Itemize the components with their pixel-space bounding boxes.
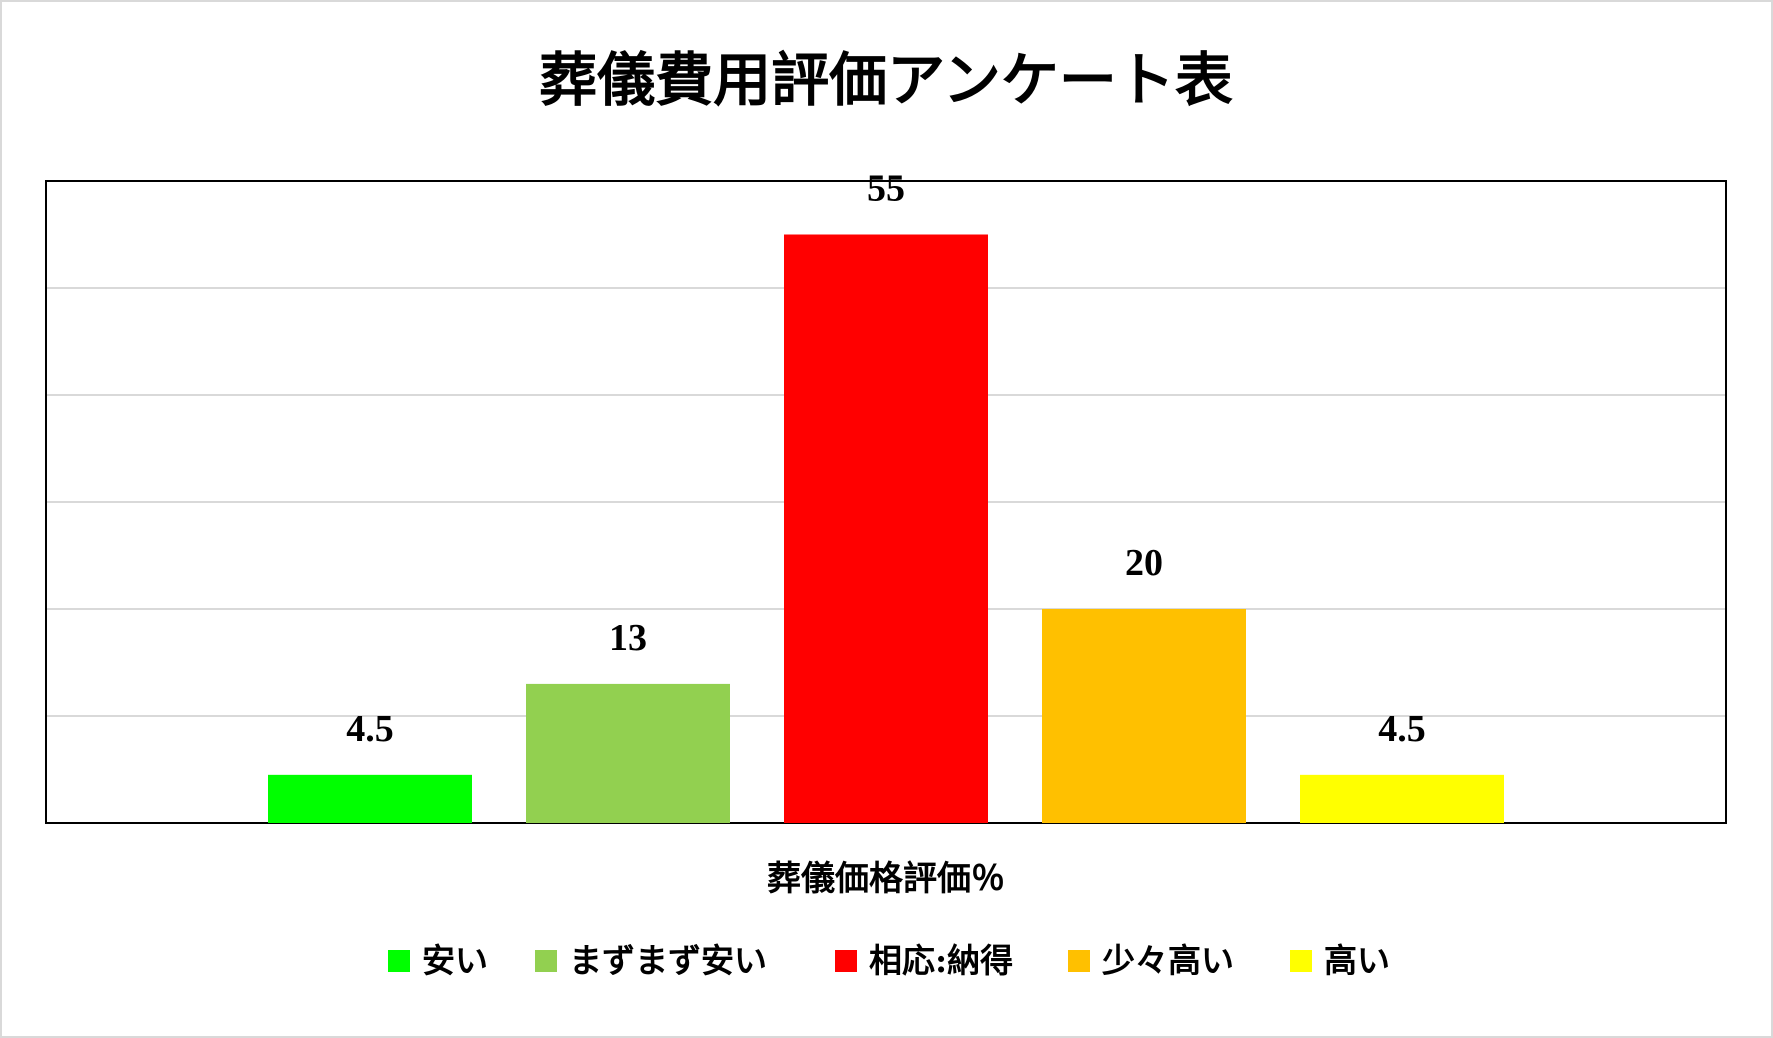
legend-item-2[interactable]: まずまず安い: [535, 941, 767, 980]
legend-label: 安い: [422, 941, 488, 980]
bar-2[interactable]: [526, 683, 730, 823]
legend-item-5[interactable]: 高い: [1290, 941, 1390, 980]
legend-swatch: [1068, 950, 1090, 972]
data-label-5: 4.5: [1378, 708, 1426, 750]
chart-title: 葬儀費用評価アンケート表: [539, 46, 1233, 114]
x-axis-label: 葬儀価格評価％: [767, 859, 1005, 899]
legend-label: 高い: [1324, 941, 1390, 980]
legend-swatch: [388, 950, 410, 972]
bar-1[interactable]: [268, 774, 472, 823]
data-label-1: 4.5: [346, 708, 394, 750]
legend-label: 少々高い: [1102, 941, 1234, 980]
legend-item-4[interactable]: 少々高い: [1068, 941, 1234, 980]
legend-swatch: [835, 950, 857, 972]
legend-item-1[interactable]: 安い: [388, 941, 488, 980]
data-label-3: 55: [867, 168, 905, 210]
legend-swatch: [535, 950, 557, 972]
data-labels: 4.5 13 55 20 4.5: [346, 168, 1426, 750]
data-label-4: 20: [1125, 542, 1163, 584]
legend-label: 相応:納得: [869, 941, 1013, 980]
legend-swatch: [1290, 950, 1312, 972]
bar-5[interactable]: [1300, 774, 1504, 823]
legend-item-3[interactable]: 相応:納得: [835, 941, 1013, 980]
legend: 安い まずまず安い 相応:納得 少々高い 高い: [388, 941, 1390, 980]
bar-3[interactable]: [784, 234, 988, 824]
legend-label: まずまず安い: [569, 941, 767, 980]
data-label-2: 13: [609, 617, 647, 659]
bar-4[interactable]: [1042, 609, 1246, 823]
bars: [268, 234, 1504, 824]
